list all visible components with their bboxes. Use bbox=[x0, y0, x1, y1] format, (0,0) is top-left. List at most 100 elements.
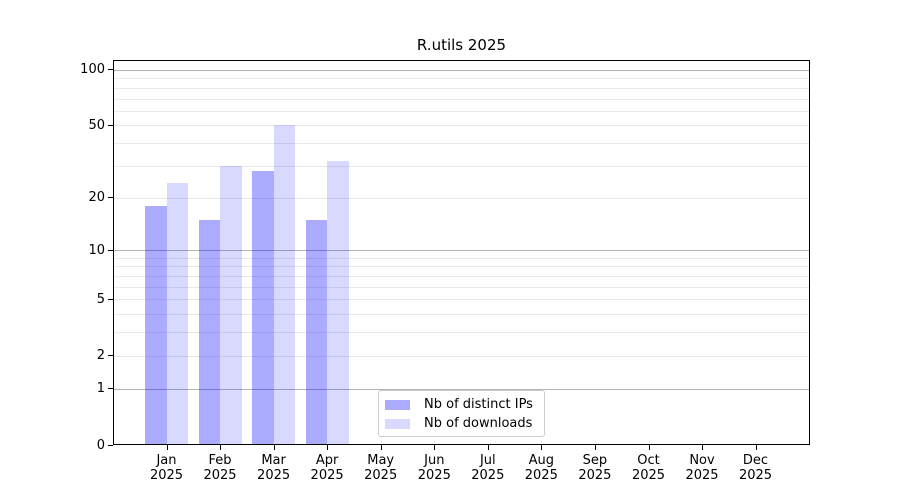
gridline-minor bbox=[113, 87, 810, 89]
x-tick-month: Oct bbox=[637, 453, 660, 468]
x-tick-month: May bbox=[367, 453, 395, 468]
x-tick bbox=[434, 445, 436, 450]
gridline-minor bbox=[113, 257, 810, 259]
x-tick-label: Oct 2025 bbox=[617, 453, 681, 483]
x-tick-year: 2025 bbox=[364, 468, 398, 483]
bar-downloads bbox=[220, 165, 242, 445]
gridline-major bbox=[113, 388, 810, 390]
x-tick-label: Aug 2025 bbox=[509, 453, 573, 483]
x-tick bbox=[273, 445, 275, 450]
x-tick bbox=[541, 445, 543, 450]
x-tick-year: 2025 bbox=[685, 468, 719, 483]
bar-downloads bbox=[273, 125, 296, 445]
x-tick bbox=[648, 445, 650, 450]
gridline-minor bbox=[113, 314, 810, 316]
legend-swatch bbox=[385, 399, 410, 410]
x-tick-year: 2025 bbox=[257, 468, 291, 483]
x-tick-month: Jan bbox=[156, 453, 177, 468]
gridline-minor bbox=[113, 276, 810, 277]
x-tick-label: Dec 2025 bbox=[724, 453, 788, 483]
x-tick bbox=[487, 445, 489, 450]
gridline-minor bbox=[113, 355, 810, 357]
x-tick bbox=[220, 445, 222, 450]
spine-left bbox=[113, 60, 115, 445]
gridline-major bbox=[113, 250, 810, 252]
x-tick-year: 2025 bbox=[631, 468, 666, 483]
gridline-minor bbox=[113, 299, 810, 301]
x-tick-month: Nov bbox=[689, 453, 715, 468]
legend-swatch bbox=[385, 418, 410, 429]
x-tick-year: 2025 bbox=[149, 468, 184, 483]
x-tick-year: 2025 bbox=[578, 468, 612, 483]
bar-downloads bbox=[327, 160, 349, 445]
y-tick-label: 20 bbox=[88, 190, 105, 205]
x-tick-label: Nov 2025 bbox=[670, 453, 734, 483]
x-tick-year: 2025 bbox=[203, 468, 237, 483]
bar-distinct-ips bbox=[305, 219, 328, 445]
y-tick bbox=[108, 444, 113, 446]
gridline-minor bbox=[113, 98, 810, 100]
x-tick-year: 2025 bbox=[738, 468, 773, 483]
y-tick bbox=[108, 249, 113, 251]
y-tick-label: 1 bbox=[96, 381, 105, 397]
y-tick-label: 50 bbox=[88, 117, 105, 133]
gridline-minor bbox=[113, 78, 810, 80]
x-tick-month: Mar bbox=[261, 453, 286, 468]
legend-label-downloads: Nb of downloads bbox=[424, 416, 533, 431]
x-tick bbox=[594, 445, 597, 450]
bar-downloads bbox=[166, 183, 188, 445]
legend-item-downloads: Nb of downloads bbox=[385, 415, 536, 432]
bar-distinct-ips bbox=[252, 171, 274, 445]
y-tick bbox=[108, 69, 113, 71]
x-tick-label: Feb 2025 bbox=[188, 453, 252, 483]
x-tick bbox=[166, 445, 168, 450]
gridline-minor bbox=[113, 266, 810, 268]
x-tick-month: Feb bbox=[208, 453, 232, 468]
chart-title: R.utils 2025 bbox=[416, 36, 507, 54]
spine-bottom bbox=[113, 444, 810, 446]
legend-label-distinct-ips: Nb of distinct IPs bbox=[424, 397, 533, 412]
x-tick-month: Apr bbox=[315, 453, 339, 468]
x-tick-label: Jun 2025 bbox=[402, 453, 466, 483]
y-tick bbox=[108, 124, 113, 127]
x-tick-year: 2025 bbox=[471, 468, 505, 483]
x-tick-label: Mar 2025 bbox=[242, 453, 306, 483]
gridline-minor bbox=[113, 286, 810, 288]
y-tick-label: 10 bbox=[88, 242, 105, 258]
x-tick-year: 2025 bbox=[524, 468, 558, 483]
y-tick bbox=[108, 355, 113, 357]
x-tick-month: Jun bbox=[424, 453, 445, 468]
x-tick-label: Apr 2025 bbox=[295, 453, 359, 483]
spine-top bbox=[113, 60, 810, 62]
x-tick-month: Jul bbox=[479, 453, 496, 468]
x-tick bbox=[702, 445, 704, 450]
gridline-major bbox=[113, 69, 810, 71]
legend-item-distinct-ips: Nb of distinct IPs bbox=[385, 396, 536, 413]
y-tick bbox=[108, 197, 113, 199]
y-tick bbox=[108, 388, 113, 390]
plot-area: 100 50 20 10 5 2 1 0 Jan 2025 Feb 2025 Mar 2025 Apr 202… bbox=[80, 60, 811, 483]
y-tick-label: 5 bbox=[96, 291, 105, 307]
x-tick-month: Sep bbox=[582, 453, 608, 468]
x-tick-month: Aug bbox=[528, 453, 554, 468]
x-tick-label: Sep 2025 bbox=[563, 453, 627, 483]
x-tick-year: 2025 bbox=[417, 468, 451, 483]
x-tick bbox=[380, 445, 382, 450]
legend: Nb of distinct IPs Nb of downloads bbox=[378, 390, 545, 437]
x-tick-month: Dec bbox=[742, 453, 769, 468]
gridline-minor bbox=[113, 143, 810, 145]
gridline-minor bbox=[113, 125, 810, 127]
y-tick bbox=[108, 298, 113, 300]
y-tick-label: 100 bbox=[80, 62, 105, 78]
x-tick-label: May 2025 bbox=[349, 453, 413, 483]
y-tick-label: 2 bbox=[96, 348, 105, 364]
bar-distinct-ips bbox=[145, 205, 167, 445]
x-tick-label: Jan 2025 bbox=[135, 453, 199, 483]
gridline-minor bbox=[113, 110, 810, 112]
x-tick bbox=[755, 445, 757, 450]
x-tick-label: Jul 2025 bbox=[456, 453, 520, 483]
x-tick bbox=[327, 445, 329, 450]
gridline-minor bbox=[113, 197, 810, 199]
bar-distinct-ips bbox=[198, 219, 220, 445]
